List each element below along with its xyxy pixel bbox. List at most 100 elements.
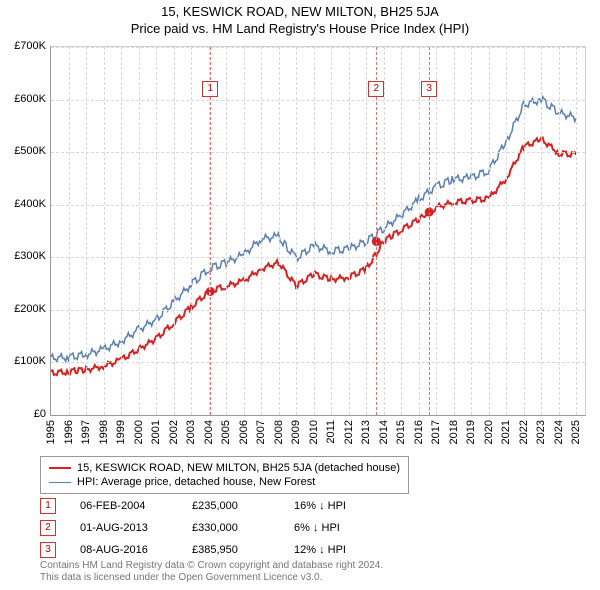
x-tick-label: 2016 (413, 420, 425, 444)
x-tick-label: 1996 (63, 420, 75, 444)
x-tick-label: 2010 (308, 420, 320, 444)
gridline-h (51, 47, 585, 48)
x-tick-label: 2023 (535, 420, 547, 444)
x-tick-label: 2021 (500, 420, 512, 444)
x-tick-label: 2011 (325, 420, 337, 444)
y-tick-label: £200K (0, 303, 46, 315)
legend-label-hpi: HPI: Average price, detached house, New … (77, 476, 315, 488)
y-tick-label: £0 (0, 408, 46, 420)
x-tick-label: 2009 (290, 420, 302, 444)
chart-svg (51, 47, 585, 415)
gridline-v (191, 47, 192, 415)
x-tick-label: 2006 (238, 420, 250, 444)
x-tick-label: 2005 (220, 420, 232, 444)
x-tick-label: 2002 (168, 420, 180, 444)
gridline-v (384, 47, 385, 415)
gridline-h (51, 152, 585, 153)
event-marker-2: 2 (40, 520, 56, 536)
gridline-v (401, 47, 402, 415)
event-date: 06-FEB-2004 (80, 500, 168, 512)
event-marker-3: 3 (40, 542, 56, 558)
marker-box-1: 1 (202, 81, 218, 97)
x-tick-label: 1997 (80, 420, 92, 444)
y-tick-label: £100K (0, 355, 46, 367)
gridline-v (121, 47, 122, 415)
x-tick-label: 2019 (465, 420, 477, 444)
footer-line-2: This data is licensed under the Open Gov… (40, 572, 383, 584)
footer-line-1: Contains HM Land Registry data © Crown c… (40, 560, 383, 572)
gridline-v (454, 47, 455, 415)
legend-row: 15, KESWICK ROAD, NEW MILTON, BH25 5JA (… (49, 461, 400, 475)
gridline-v (86, 47, 87, 415)
gridline-v (524, 47, 525, 415)
x-tick-label: 2012 (343, 420, 355, 444)
x-tick-label: 2024 (553, 420, 565, 444)
legend-swatch-property (49, 467, 71, 469)
event-price: £330,000 (192, 522, 270, 534)
event-row: 2 01-AUG-2013 £330,000 6% ↓ HPI (40, 520, 346, 536)
gridline-v (69, 47, 70, 415)
x-tick-label: 1995 (45, 420, 57, 444)
gridline-v (244, 47, 245, 415)
event-price: £385,950 (192, 544, 270, 556)
event-delta: 16% ↓ HPI (294, 500, 346, 512)
legend-swatch-hpi (49, 482, 71, 483)
gridline-v (226, 47, 227, 415)
gridline-v (261, 47, 262, 415)
event-price: £235,000 (192, 500, 270, 512)
gridline-v (576, 47, 577, 415)
gridline-v (419, 47, 420, 415)
y-tick-label: £600K (0, 93, 46, 105)
chart-plot-area: 1 2 3 (50, 46, 586, 416)
x-tick-label: 2004 (203, 420, 215, 444)
gridline-h (51, 205, 585, 206)
gridline-h (51, 310, 585, 311)
x-tick-label: 2000 (133, 420, 145, 444)
gridline-v (349, 47, 350, 415)
gridline-v (314, 47, 315, 415)
gridline-v (366, 47, 367, 415)
marker-box-3: 3 (421, 81, 437, 97)
x-tick-label: 2003 (185, 420, 197, 444)
marker-box-2: 2 (368, 81, 384, 97)
x-tick-label: 2017 (430, 420, 442, 444)
x-tick-label: 2001 (150, 420, 162, 444)
event-date: 08-AUG-2016 (80, 544, 168, 556)
event-delta: 12% ↓ HPI (294, 544, 346, 556)
chart-footer: Contains HM Land Registry data © Crown c… (40, 560, 383, 584)
y-tick-label: £400K (0, 198, 46, 210)
x-tick-label: 2018 (448, 420, 460, 444)
chart-title-block: 15, KESWICK ROAD, NEW MILTON, BH25 5JA P… (0, 0, 600, 36)
y-tick-label: £500K (0, 145, 46, 157)
gridline-v (471, 47, 472, 415)
x-tick-label: 2013 (360, 420, 372, 444)
reference-line (210, 47, 211, 415)
event-row: 1 06-FEB-2004 £235,000 16% ↓ HPI (40, 498, 346, 514)
x-tick-label: 1999 (115, 420, 127, 444)
chart-legend: 15, KESWICK ROAD, NEW MILTON, BH25 5JA (… (40, 456, 409, 494)
gridline-v (174, 47, 175, 415)
legend-label-property: 15, KESWICK ROAD, NEW MILTON, BH25 5JA (… (77, 462, 400, 474)
x-tick-label: 2008 (273, 420, 285, 444)
reference-line (429, 47, 430, 415)
event-delta: 6% ↓ HPI (294, 522, 340, 534)
x-tick-label: 2014 (378, 420, 390, 444)
x-tick-label: 2022 (518, 420, 530, 444)
gridline-v (436, 47, 437, 415)
gridline-v (139, 47, 140, 415)
x-tick-label: 2015 (395, 420, 407, 444)
legend-row: HPI: Average price, detached house, New … (49, 475, 400, 489)
gridline-v (489, 47, 490, 415)
x-tick-label: 1998 (98, 420, 110, 444)
event-table: 1 06-FEB-2004 £235,000 16% ↓ HPI 2 01-AU… (40, 498, 346, 564)
gridline-v (296, 47, 297, 415)
x-tick-label: 2007 (255, 420, 267, 444)
gridline-v (331, 47, 332, 415)
event-date: 01-AUG-2013 (80, 522, 168, 534)
gridline-h (51, 362, 585, 363)
gridline-h (51, 100, 585, 101)
gridline-v (156, 47, 157, 415)
gridline-v (541, 47, 542, 415)
gridline-v (559, 47, 560, 415)
reference-line (376, 47, 377, 415)
